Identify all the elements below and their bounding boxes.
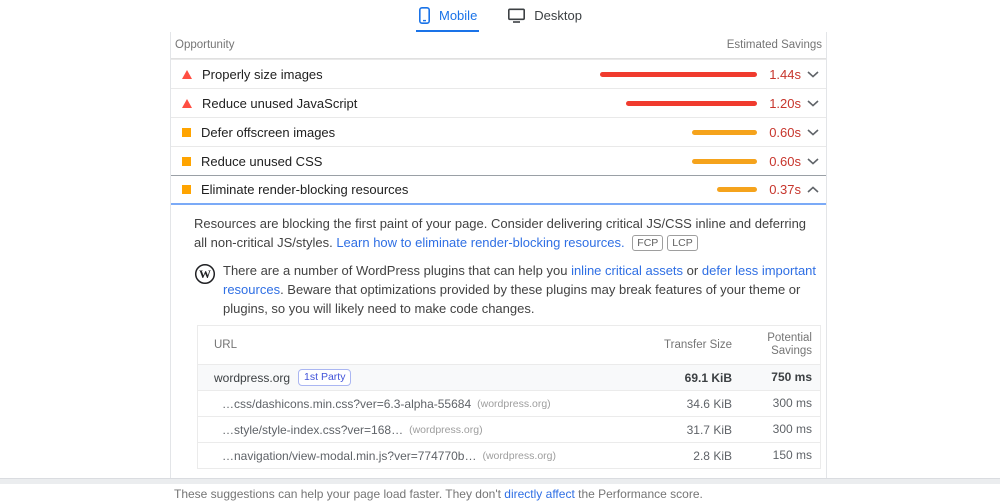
resource-url: …navigation/view-modal.min.js?ver=774770…: [222, 449, 642, 463]
resource-url: wordpress.org 1st Party: [214, 369, 642, 386]
potential-savings-value: 150 ms: [772, 448, 812, 462]
opportunity-label: Eliminate render-blocking resources: [201, 182, 409, 197]
severity-icon: [182, 156, 191, 166]
savings-bar: [626, 100, 757, 106]
table-row: …style/style-index.css?ver=168… (wordpre…: [198, 416, 820, 442]
defer-less-important-resources-link[interactable]: defer less important resources: [223, 263, 817, 297]
severity-icon: [182, 127, 191, 137]
opportunity-row-eliminate-render-blocking[interactable]: Eliminate render-blocking resources 0.37…: [171, 175, 826, 205]
resources-table: URL Transfer Size Potential Savings word…: [197, 325, 821, 469]
tab-mobile[interactable]: Mobile: [416, 0, 480, 32]
audit-description-text: Resources are blocking the first paint o…: [194, 216, 807, 250]
table-row: …navigation/view-modal.min.js?ver=774770…: [198, 442, 820, 468]
chevron-down-icon[interactable]: [807, 99, 819, 107]
severity-icon: [182, 185, 191, 194]
metric-chip-lcp: LCP: [667, 235, 698, 251]
severity-icon: [182, 69, 192, 79]
resource-url-text: …css/dashicons.min.css?ver=6.3-alpha-556…: [222, 396, 472, 411]
first-party-chip: 1st Party: [298, 369, 352, 386]
table-row: …css/dashicons.min.css?ver=6.3-alpha-556…: [198, 390, 820, 416]
resource-url: …style/style-index.css?ver=168… (wordpre…: [222, 423, 642, 437]
url-column-header: URL: [214, 339, 238, 351]
tab-mobile-label: Mobile: [439, 7, 478, 23]
savings-bar: [692, 158, 757, 164]
device-tabs: Mobile Desktop: [0, 0, 1000, 32]
resource-url-text: …style/style-index.css?ver=168…: [222, 422, 404, 437]
resource-url: …css/dashicons.min.css?ver=6.3-alpha-556…: [222, 397, 642, 411]
opportunity-label: Reduce unused JavaScript: [202, 95, 358, 111]
opportunity-label: Defer offscreen images: [201, 124, 336, 140]
potential-savings-value: 750 ms: [771, 370, 812, 384]
savings-bar: [717, 187, 757, 192]
resource-host: (wordpress.org): [477, 397, 551, 410]
opportunity-row-defer-offscreen-images[interactable]: Defer offscreen images 0.60s: [171, 117, 826, 146]
savings-bar: [692, 129, 757, 135]
opportunity-row-properly-size-images[interactable]: Properly size images 1.44s: [171, 59, 826, 88]
chevron-up-icon[interactable]: [807, 186, 819, 193]
resource-host: (wordpress.org): [482, 449, 556, 462]
chevron-down-icon[interactable]: [807, 128, 819, 136]
chevron-down-icon[interactable]: [807, 157, 819, 165]
tab-desktop[interactable]: Desktop: [505, 0, 584, 32]
savings-bar: [600, 71, 757, 77]
resource-host: (wordpress.org): [409, 423, 483, 436]
savings-value: 0.60s: [769, 124, 801, 140]
next-section-edge: [0, 478, 1000, 484]
mobile-icon: [418, 6, 431, 25]
stack-pack-text-2: or: [683, 263, 702, 278]
savings-value: 0.37s: [769, 182, 801, 197]
metric-chip-fcp: FCP: [632, 235, 664, 251]
potential-savings-value: 300 ms: [772, 396, 812, 410]
stack-pack-text-1: There are a number of WordPress plugins …: [223, 263, 572, 278]
savings-value: 1.44s: [769, 66, 801, 82]
severity-icon: [182, 98, 192, 108]
audit-details: Resources are blocking the first paint o…: [171, 214, 826, 469]
opportunity-label: Properly size images: [202, 66, 323, 82]
opportunity-column-label: Opportunity: [175, 39, 235, 51]
stack-pack-text-3: . Beware that optimizations provided by …: [223, 282, 801, 316]
resource-url-text: …navigation/view-modal.min.js?ver=774770…: [222, 448, 477, 463]
audit-description: Resources are blocking the first paint o…: [194, 214, 822, 252]
opportunity-label: Reduce unused CSS: [201, 153, 323, 169]
savings-value: 0.60s: [769, 153, 801, 169]
footer-text-2: the Performance score.: [574, 487, 703, 501]
transfer-size-value: 2.8 KiB: [693, 448, 732, 463]
resource-url-text: wordpress.org: [214, 370, 291, 385]
transfer-size-column-header: Transfer Size: [664, 339, 732, 351]
potential-savings-value: 300 ms: [772, 422, 812, 436]
stack-pack-text: There are a number of WordPress plugins …: [223, 261, 819, 318]
footer-text-1: These suggestions can help your page loa…: [174, 487, 505, 501]
wordpress-stack-pack-note: W There are a number of WordPress plugin…: [194, 261, 819, 318]
opportunity-row-reduce-unused-css[interactable]: Reduce unused CSS 0.60s: [171, 146, 826, 175]
transfer-size-value: 69.1 KiB: [684, 370, 732, 385]
savings-value: 1.20s: [769, 95, 801, 111]
learn-more-link[interactable]: Learn how to eliminate render-blocking r…: [336, 235, 625, 250]
opportunities-section: Opportunity Estimated Savings Properly s…: [170, 32, 827, 501]
svg-text:W: W: [199, 267, 211, 281]
table-row: wordpress.org 1st Party 69.1 KiB 750 ms: [198, 364, 820, 390]
desktop-icon: [507, 7, 526, 24]
transfer-size-value: 34.6 KiB: [686, 396, 732, 411]
chevron-down-icon[interactable]: [807, 70, 819, 78]
wordpress-logo-icon: W: [194, 263, 216, 290]
tab-desktop-label: Desktop: [534, 7, 582, 23]
opportunities-header: Opportunity Estimated Savings: [171, 32, 826, 59]
opportunity-row-reduce-unused-javascript[interactable]: Reduce unused JavaScript 1.20s: [171, 88, 826, 117]
directly-affect-link[interactable]: directly affect: [504, 487, 575, 501]
transfer-size-value: 31.7 KiB: [686, 422, 732, 437]
estimated-savings-column-label: Estimated Savings: [726, 39, 822, 51]
potential-savings-column-header: Potential Savings: [767, 332, 812, 357]
table-header-row: URL Transfer Size Potential Savings: [198, 326, 820, 364]
inline-critical-assets-link[interactable]: inline critical assets: [571, 263, 684, 278]
